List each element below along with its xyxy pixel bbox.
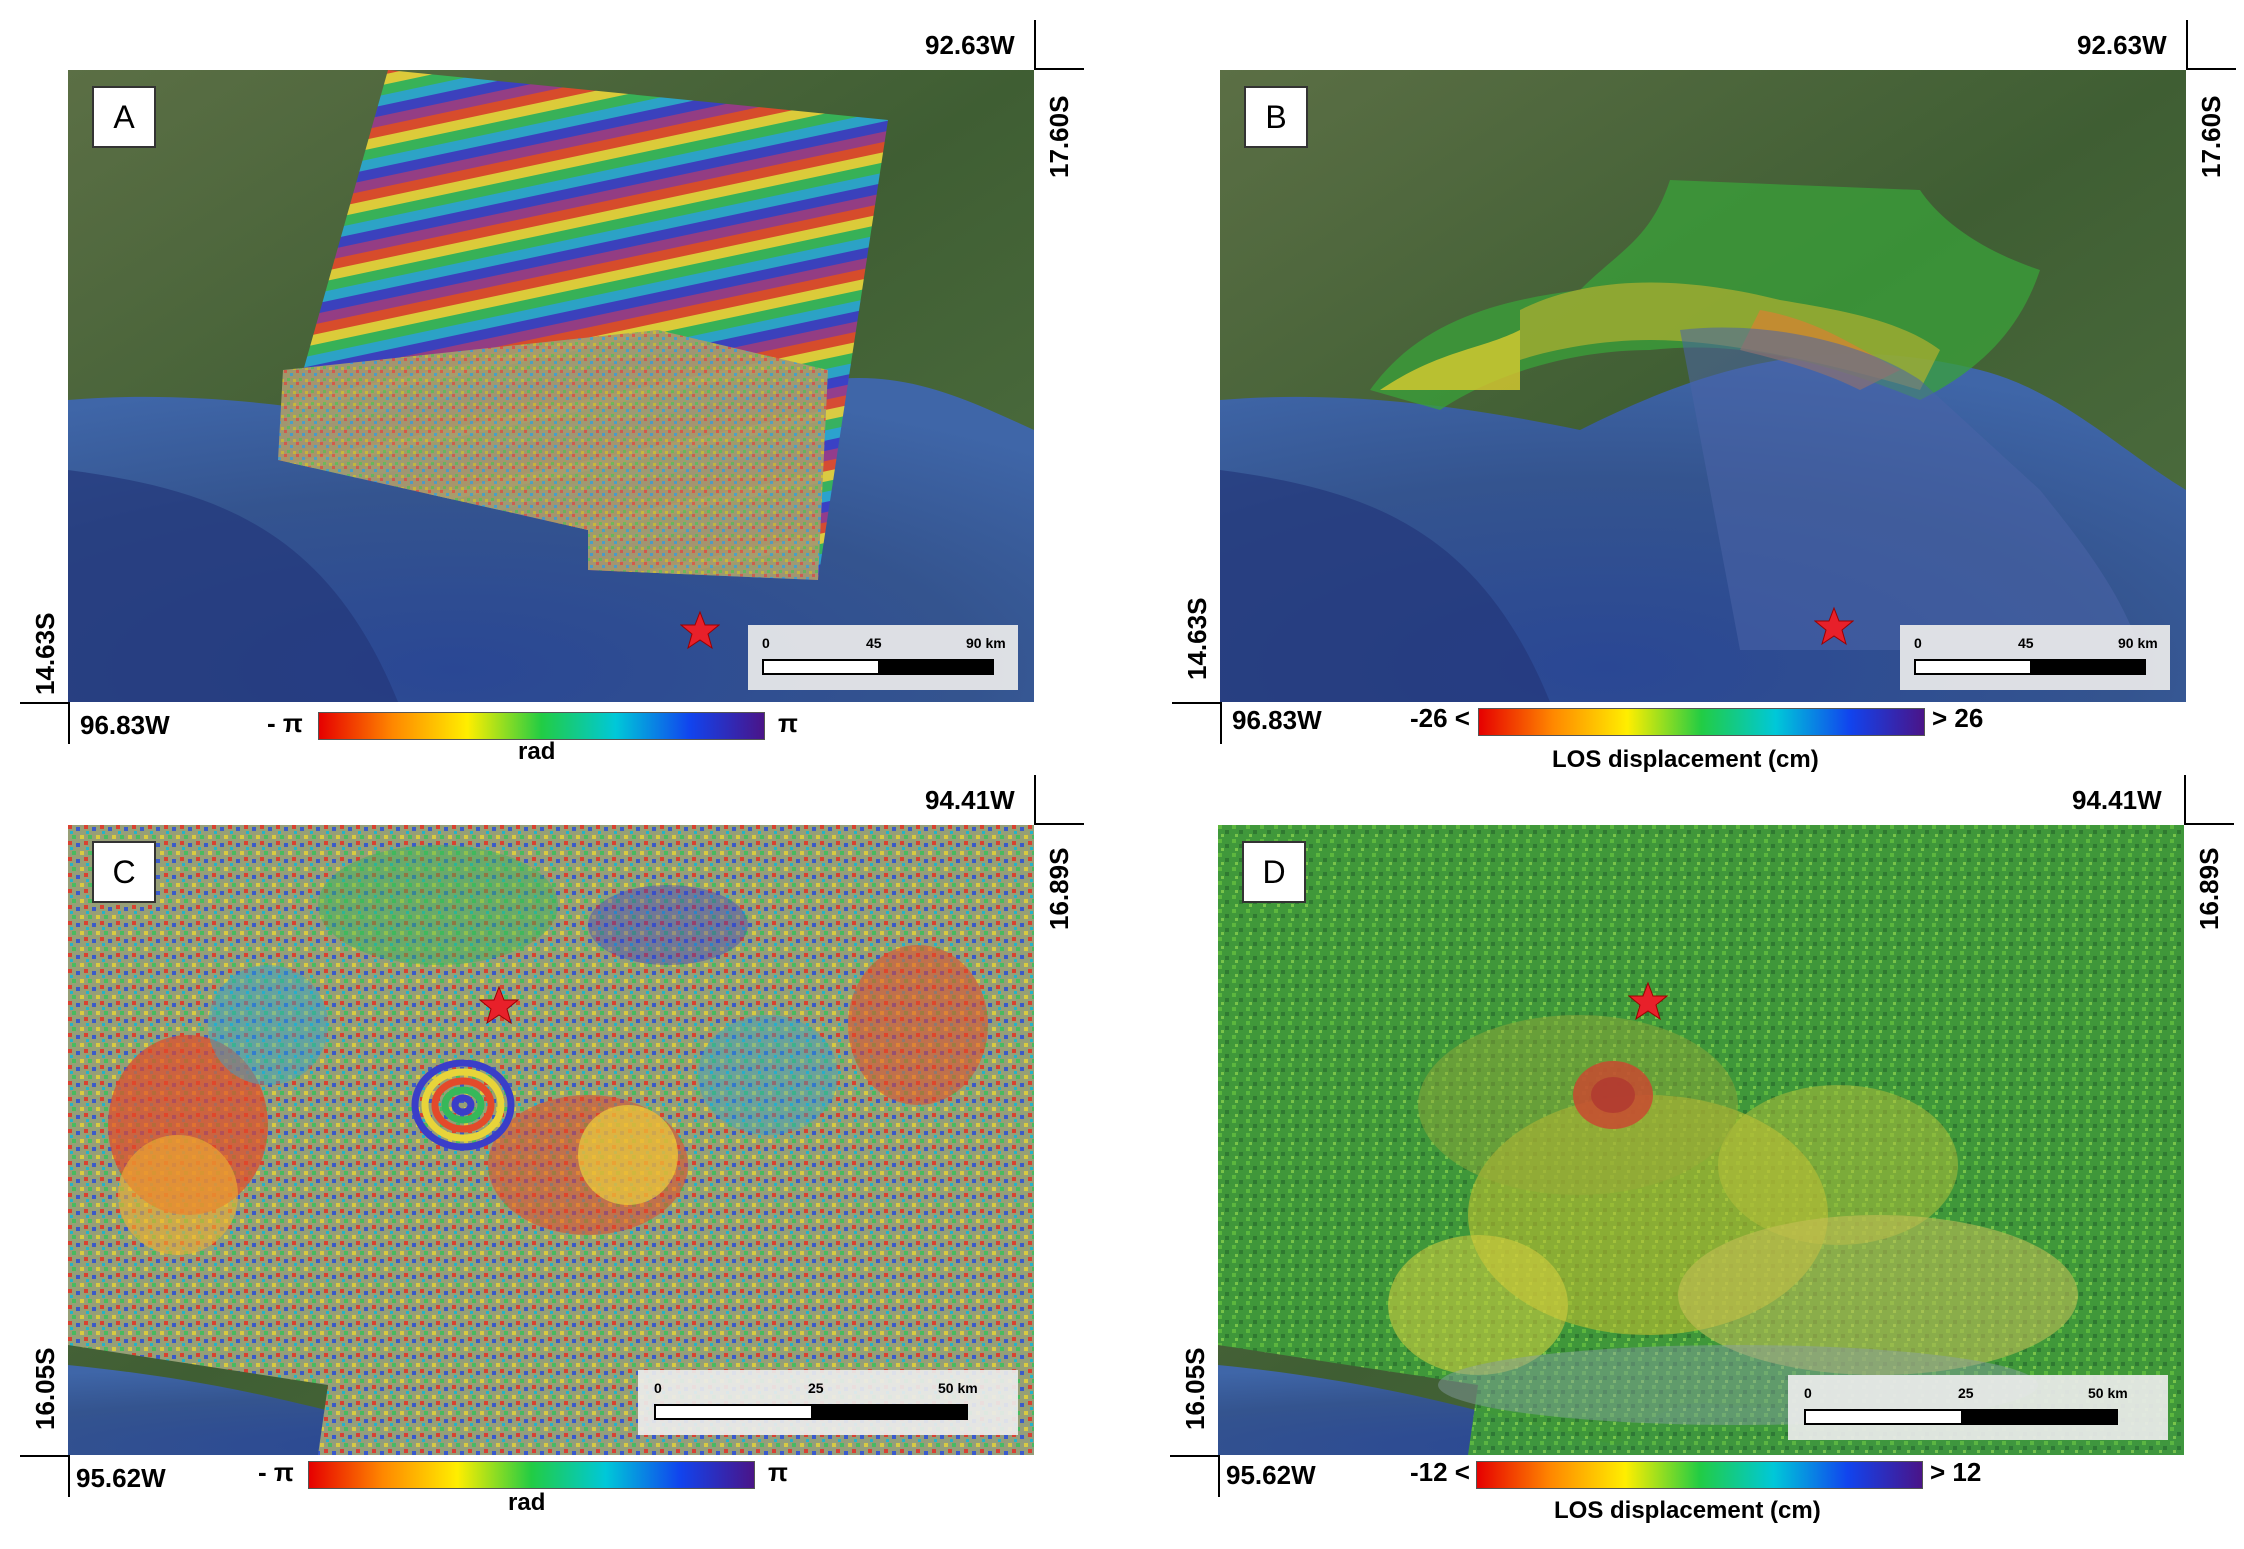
lon-left: 96.83W [80,710,170,740]
lat-bottom: 14.63S [1182,597,1212,680]
cbar-max: > 26 [1932,703,1984,733]
lat-top: 16.89S [1044,847,1074,930]
cbar-title: LOS displacement (cm) [1552,746,1819,773]
epicenter-star-icon [1814,606,1854,646]
lat-bottom: 16.05S [1180,1347,1210,1430]
panel-d: D 0 25 50 km 94.41W 16.89S 16.05S 95.62W… [1152,775,2244,1535]
panel-label: B [1244,86,1308,148]
lon-right: 94.41W [2072,785,2162,815]
panel-label: D [1242,841,1306,903]
map-c: C 0 25 50 km [68,825,1034,1455]
lat-top: 17.60S [1044,95,1074,178]
lat-top: 16.89S [2194,847,2224,930]
cbar-max: > 12 [1930,1457,1982,1487]
lon-right: 94.41W [925,785,1015,815]
lon-left: 96.83W [1232,705,1322,735]
cbar-min: - π [267,708,303,738]
lon-left: 95.62W [1226,1460,1316,1490]
epicenter-star-icon [680,610,720,650]
map-b: B 0 45 90 km [1220,70,2186,702]
colorbar [308,1461,755,1489]
panel-label: C [92,841,156,903]
colorbar [318,712,765,740]
epicenter-star-icon [1628,981,1668,1021]
panel-a: A 0 45 90 km 92.63W 17.60S 14.63S 96.83W… [0,0,1100,765]
deformation-fringes [411,1059,515,1151]
panel-b: B 0 45 90 km 92.63W 17.60S 14.63S 96.83W… [1152,0,2244,773]
lat-top: 17.60S [2196,95,2226,178]
cbar-max: π [768,1457,788,1487]
lon-right: 92.63W [2077,30,2167,60]
map-a: A 0 45 90 km [68,70,1034,702]
epicenter-star-icon [479,985,519,1025]
cbar-title: LOS displacement (cm) [1554,1497,1821,1524]
scale-bar: 0 45 90 km [748,625,1018,690]
panel-label: A [92,86,156,148]
cbar-min: -12 < [1410,1457,1470,1487]
cbar-min: - π [258,1457,294,1487]
map-d: D 0 25 50 km [1218,825,2184,1455]
scale-bar: 0 45 90 km [1900,625,2170,690]
cbar-max: π [778,708,798,738]
lon-right: 92.63W [925,30,1015,60]
lon-left: 95.62W [76,1463,166,1493]
lat-bottom: 14.63S [30,612,60,695]
colorbar [1478,708,1925,736]
colorbar [1476,1461,1923,1489]
scale-bar: 0 25 50 km [1788,1375,2168,1440]
panel-c: C 0 25 50 km 94.41W 16.89S 16.05S 95.62W… [0,775,1100,1535]
lat-bottom: 16.05S [30,1347,60,1430]
scale-bar: 0 25 50 km [638,1370,1018,1435]
cbar-title: rad [508,1489,546,1516]
cbar-title: rad [518,738,556,765]
cbar-min: -26 < [1410,703,1470,733]
